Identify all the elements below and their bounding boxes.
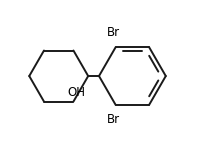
Text: Br: Br — [107, 26, 120, 39]
Text: OH: OH — [67, 86, 85, 99]
Text: Br: Br — [107, 113, 120, 126]
